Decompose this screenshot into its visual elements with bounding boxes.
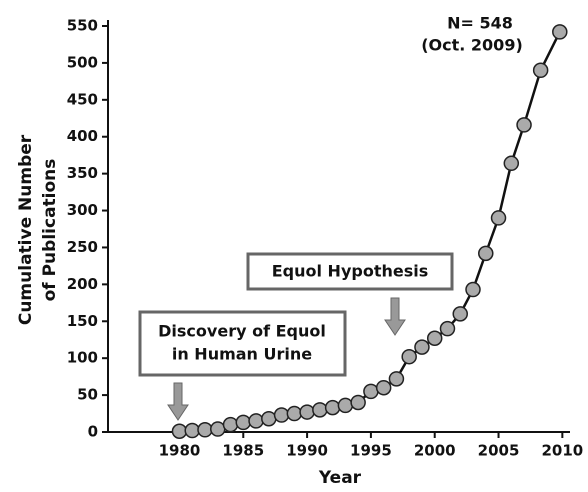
y-tick-label: 200 xyxy=(67,275,98,293)
data-point xyxy=(222,416,239,433)
data-point xyxy=(516,117,532,133)
y-tick-label: 0 xyxy=(88,423,98,441)
data-point xyxy=(350,394,366,411)
data-point xyxy=(312,402,328,418)
x-tick-label: 1995 xyxy=(350,442,392,460)
data-point xyxy=(552,24,568,40)
y-label-line: Cumulative Number xyxy=(16,134,36,325)
x-tick-label: 2010 xyxy=(541,442,583,460)
data-point xyxy=(465,281,481,298)
data-point xyxy=(197,422,213,438)
x-tick-label: 2000 xyxy=(414,442,456,460)
annotation: in Human Urine xyxy=(172,345,312,364)
y-tick-label: 50 xyxy=(77,386,98,404)
data-point xyxy=(478,245,494,262)
data-point xyxy=(248,413,264,429)
data-point xyxy=(171,423,188,440)
annotation-box xyxy=(246,252,454,291)
data-point xyxy=(388,371,405,387)
annotation-box xyxy=(138,310,347,377)
data-point xyxy=(490,210,507,226)
y-tick-label: 400 xyxy=(67,127,98,145)
data-point xyxy=(375,379,392,396)
y-tick-label: 100 xyxy=(67,349,98,367)
y-tick-label: 150 xyxy=(67,312,98,330)
data-point xyxy=(452,306,468,322)
arrow xyxy=(384,297,406,336)
x-tick-label: 1980 xyxy=(159,442,201,460)
y-tick-label: 500 xyxy=(67,53,98,71)
data-point xyxy=(414,339,430,355)
data-point xyxy=(299,404,315,420)
data-point xyxy=(426,330,443,347)
y-tick-label: 250 xyxy=(67,238,98,256)
annotation: N= 548 xyxy=(447,14,513,33)
annotation: Equol Hypothesis xyxy=(272,262,429,281)
data-point xyxy=(324,399,341,416)
y-tick-label: 450 xyxy=(67,90,98,108)
data-point xyxy=(286,405,303,422)
data-point xyxy=(184,422,200,439)
y-tick-label: 550 xyxy=(67,17,98,35)
data-point xyxy=(210,421,226,437)
data-point xyxy=(337,397,354,414)
data-point xyxy=(273,407,290,423)
x-axis-label: Year xyxy=(318,468,362,488)
x-tick-label: 1985 xyxy=(222,442,264,460)
data-point xyxy=(532,62,549,79)
data-point xyxy=(503,155,520,172)
data-point xyxy=(235,414,252,431)
data-point xyxy=(363,383,379,400)
y-label-line: of Publications xyxy=(40,159,60,302)
y-tick-label: 300 xyxy=(67,201,98,219)
y-tick-label: 350 xyxy=(67,164,98,182)
annotation: Discovery of Equol xyxy=(158,322,326,341)
arrow xyxy=(167,382,189,421)
x-tick-label: 2005 xyxy=(478,442,520,460)
annotation: (Oct. 2009) xyxy=(421,36,523,55)
x-tick-label: 1990 xyxy=(286,442,328,460)
y-axis-label: Cumulative Number of Publications xyxy=(16,134,60,325)
data-point xyxy=(439,320,456,337)
data-point xyxy=(261,410,277,427)
data-point xyxy=(401,348,417,365)
